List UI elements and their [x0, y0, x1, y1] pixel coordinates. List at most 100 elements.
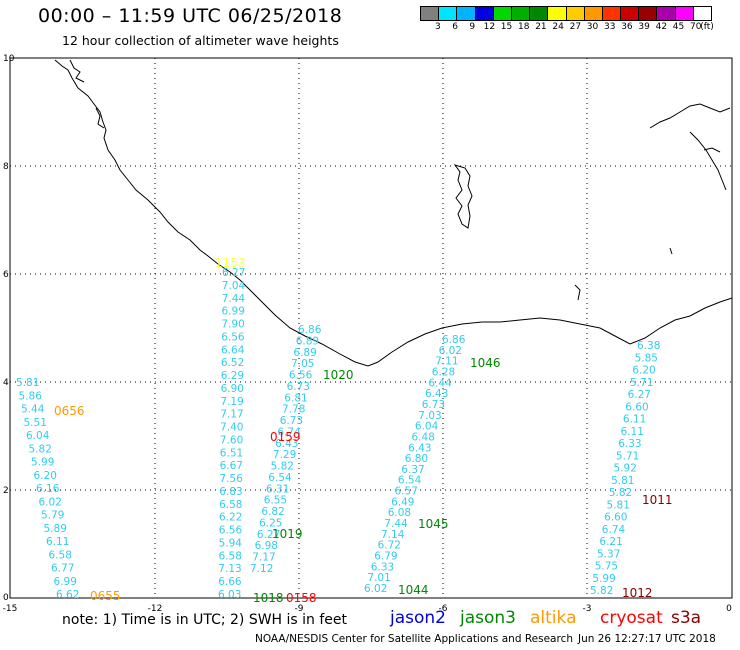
wave-height-value: 6.73	[422, 399, 445, 411]
satellite-legend-cryosat: cryosat	[600, 608, 663, 628]
wave-height-value: 5.89	[44, 523, 67, 535]
legend-label: 6	[452, 22, 458, 32]
legend-label: 15	[500, 22, 513, 32]
wave-height-value: 6.04	[26, 430, 50, 442]
pass-time-label: 1044	[398, 583, 429, 597]
wave-height-value: 6.49	[391, 496, 414, 508]
x-tick-label: -9	[295, 604, 304, 614]
wave-height-value: 5.71	[616, 450, 639, 462]
wave-height-value: 7.17	[220, 409, 243, 421]
legend-label: 12	[483, 22, 496, 32]
satellite-legend-altika: altika	[530, 608, 577, 628]
y-tick-label: 4	[3, 378, 9, 388]
wave-height-value: 5.85	[635, 352, 658, 364]
wave-height-value: 6.56	[289, 370, 313, 382]
pass-time-labels: 1153 0656 0655 1020 1046 0159 1019 1045 1044 1018…	[54, 256, 673, 605]
wave-height-value: 6.54	[268, 472, 292, 484]
wave-height-value: 6.98	[255, 540, 278, 552]
legend-label: 42	[655, 22, 668, 32]
title: 00:00 – 11:59 UTC 06/25/2018	[38, 5, 343, 27]
wave-height-value: 6.11	[621, 426, 644, 438]
wave-height-value: 5.75	[595, 561, 618, 573]
wave-height-value: 6.27	[222, 267, 245, 279]
x-tick-label: -6	[439, 604, 448, 614]
x-tick-label: -15	[3, 604, 18, 614]
legend-label: 33	[604, 22, 616, 32]
wave-height-value: 5.82	[271, 461, 294, 473]
wave-height-value: 7.56	[219, 473, 243, 485]
wave-height-value: 6.38	[637, 340, 660, 352]
wave-height-value: 6.60	[604, 512, 627, 524]
wave-height-value: 5.82	[609, 487, 632, 499]
y-tick-label: 8	[3, 162, 9, 172]
wave-height-value: 5.71	[630, 377, 653, 389]
wave-height-value: 5.99	[592, 573, 615, 585]
wave-height-value: 7.44	[384, 518, 408, 530]
coastline	[54, 59, 733, 367]
wave-height-value: 7.04	[222, 280, 246, 292]
wave-height-value: 6.56	[219, 525, 243, 537]
wave-height-value: 6.58	[49, 549, 72, 561]
wave-height-value: 5.81	[16, 377, 39, 389]
wave-height-value: 6.03	[218, 589, 241, 601]
legend-label: 3	[435, 22, 441, 32]
wave-height-value: 6.89	[293, 347, 316, 359]
wave-height-value: 6.44	[428, 377, 452, 389]
wave-height-value: 6.22	[219, 512, 242, 524]
wave-height-value: 6.74	[277, 426, 301, 438]
legend-label: 21	[535, 22, 547, 32]
wave-height-value: 6.62	[56, 589, 79, 601]
generated-timestamp: Jun 26 12:27:17 UTC 2018	[578, 633, 716, 645]
wave-height-value: 6.89	[296, 335, 319, 347]
wave-height-value: 6.43	[425, 388, 448, 400]
wave-height-value: 6.33	[371, 561, 394, 573]
x-tick-label: -12	[148, 604, 163, 614]
wave-height-value: 7.05	[291, 358, 314, 370]
wave-height-value: 6.67	[220, 460, 243, 472]
wave-height-value: 5.86	[19, 390, 43, 402]
wave-height-value: 6.81	[284, 392, 307, 404]
wave-height-value: 6.25	[259, 518, 282, 530]
wave-height-value: 7.01	[367, 572, 390, 584]
wave-height-value: 7.78	[282, 404, 305, 416]
wave-height-value: 6.54	[398, 475, 422, 487]
pass-time-label: 0655	[90, 589, 121, 603]
wave-height-value: 6.99	[222, 306, 245, 318]
wave-height-value: 7.90	[221, 319, 244, 331]
wave-height-value: 5.99	[31, 457, 54, 469]
wave-height-value: 6.57	[395, 486, 418, 498]
satellite-legend-s3a: s3a	[671, 608, 702, 628]
wave-height-value: 6.16	[36, 483, 60, 495]
wave-height-value: 7.03	[418, 410, 441, 422]
wave-height-value: 6.58	[219, 550, 242, 562]
wave-height-value: 5.37	[597, 548, 620, 560]
subtitle: 12 hour collection of altimeter wave hei…	[62, 33, 339, 48]
wave-height-value: 6.86	[298, 324, 322, 336]
x-axis-labels: -15 -12 -9 -6 -3 0	[3, 604, 732, 614]
legend-label: 18	[518, 22, 530, 32]
wave-height-value: 7.14	[381, 529, 405, 541]
wave-height-value: 5.82	[29, 443, 52, 455]
y-tick-label: 2	[3, 486, 9, 496]
wave-height-value: 6.58	[219, 499, 242, 511]
wave-height-value: 6.27	[257, 529, 280, 541]
wave-height-value: 6.37	[401, 464, 424, 476]
footer-note: note: 1) Time is in UTC; 2) SWH is in fe…	[62, 612, 348, 628]
wave-height-value: 6.79	[374, 551, 397, 563]
wave-height-value: 6.21	[599, 536, 622, 548]
wave-height-value: 6.51	[220, 447, 243, 459]
wave-height-value: 5.94	[219, 538, 243, 550]
wave-height-value: 6.73	[287, 381, 310, 393]
wave-height-value: 6.43	[275, 438, 298, 450]
legend-label: 30	[586, 22, 599, 32]
wave-height-value: 7.19	[220, 396, 243, 408]
wave-height-value: 6.82	[261, 506, 284, 518]
wave-height-value: 5.79	[41, 510, 64, 522]
legend-label: 70	[690, 22, 702, 32]
y-tick-label: 6	[3, 270, 9, 280]
legend-label: 9	[469, 22, 476, 32]
wave-height-value: 6.73	[280, 415, 303, 427]
wave-height-value: 7.40	[220, 422, 243, 434]
wave-height-value: 6.31	[266, 483, 289, 495]
wave-height-value: 6.60	[625, 401, 648, 413]
